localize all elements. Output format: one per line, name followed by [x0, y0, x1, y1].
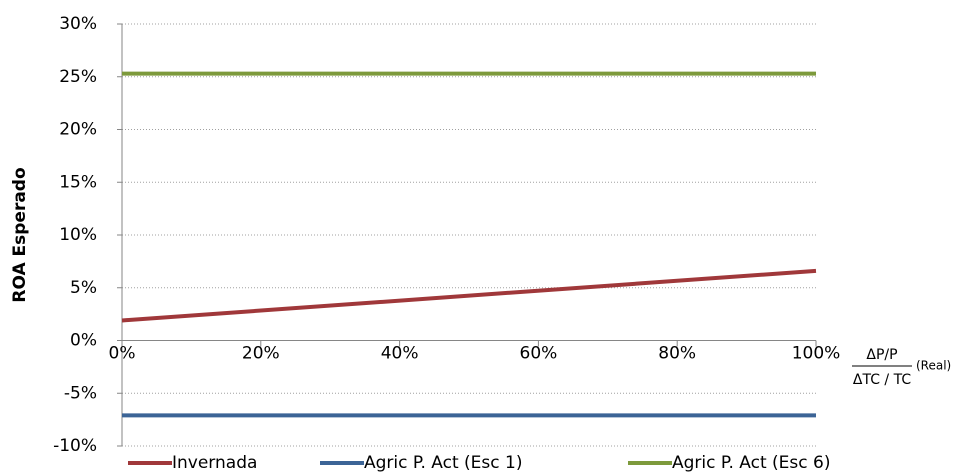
y-tick-label: 20% [59, 120, 97, 140]
y-tick-label: 30% [59, 14, 97, 34]
x-tick-label: 100% [792, 344, 841, 364]
y-tick-label: 10% [59, 225, 97, 245]
x-tick-label: 80% [658, 344, 696, 364]
x-tick-label: 20% [242, 344, 280, 364]
x-axis-title-suffix: (Real) [916, 359, 951, 373]
legend-label: Agric P. Act (Esc 1) [364, 453, 522, 473]
x-axis-title-numerator: ΔP/P [866, 347, 897, 363]
series-line [121, 268, 817, 323]
y-tick-label: 0% [70, 331, 97, 351]
x-tick-label: 0% [109, 344, 136, 364]
x-tick-label: 60% [520, 344, 558, 364]
y-tick-label: -5% [64, 383, 97, 403]
legend-label: Invernada [172, 453, 257, 473]
y-tick-label: 5% [70, 278, 97, 298]
y-axis-title: ROA Esperado [10, 167, 30, 302]
x-tick-label: 40% [381, 344, 419, 364]
y-tick-label: -10% [53, 436, 97, 456]
y-tick-label: 25% [59, 67, 97, 87]
legend-label: Agric P. Act (Esc 6) [672, 453, 830, 473]
x-axis-title-denominator: ΔTC / TC [853, 372, 911, 388]
y-tick-label: 15% [59, 172, 97, 192]
